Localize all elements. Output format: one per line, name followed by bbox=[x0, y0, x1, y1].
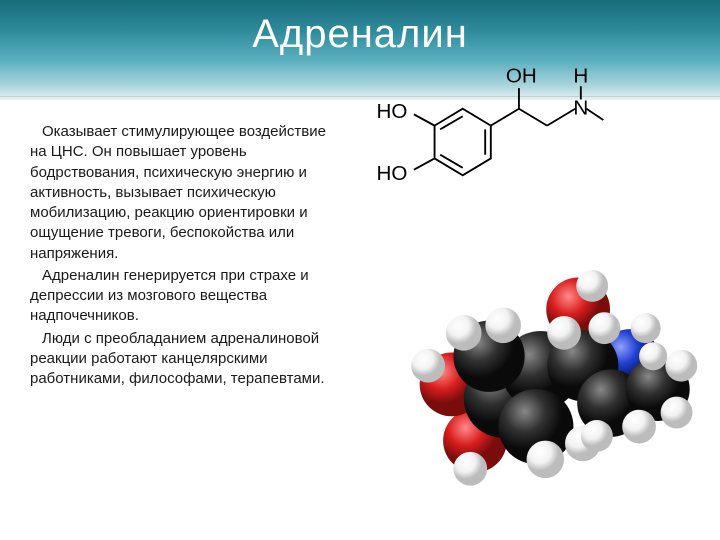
hydrogen-atom bbox=[661, 397, 693, 429]
hydrogen-atom bbox=[485, 308, 521, 344]
label-ho2: HO bbox=[376, 162, 407, 185]
hydrogen-atom bbox=[453, 452, 487, 486]
hydrogen-atom bbox=[576, 270, 608, 302]
paragraph-3: Люди с преобладанием адреналиновой реакц… bbox=[30, 329, 330, 390]
label-ho1: HO bbox=[376, 100, 407, 123]
slide-title: Адреналин bbox=[0, 12, 720, 57]
hydrogen-atom bbox=[631, 313, 661, 343]
paragraph-1: Оказывает стимулирующее воздействие на Ц… bbox=[30, 122, 330, 264]
hydrogen-atom bbox=[622, 410, 656, 444]
label-n: N bbox=[573, 96, 588, 119]
label-h: H bbox=[573, 65, 588, 88]
label-oh: OH bbox=[506, 65, 537, 88]
hydrogen-atom bbox=[411, 349, 445, 383]
hydrogen-atom bbox=[581, 420, 613, 452]
hydrogen-atom bbox=[588, 312, 620, 344]
paragraph-2: Адреналин генерируется при страхе и депр… bbox=[30, 266, 330, 327]
body-text-block: Оказывает стимулирующее воздействие на Ц… bbox=[30, 122, 330, 391]
hydrogen-atom bbox=[527, 441, 565, 479]
hydrogen-atom bbox=[547, 316, 581, 350]
structural-formula: HO HO OH H N bbox=[358, 60, 708, 210]
space-filling-model bbox=[400, 250, 700, 500]
hydrogen-atom bbox=[446, 315, 482, 351]
hydrogen-atom bbox=[665, 350, 697, 382]
hydrogen-atom bbox=[639, 342, 667, 370]
